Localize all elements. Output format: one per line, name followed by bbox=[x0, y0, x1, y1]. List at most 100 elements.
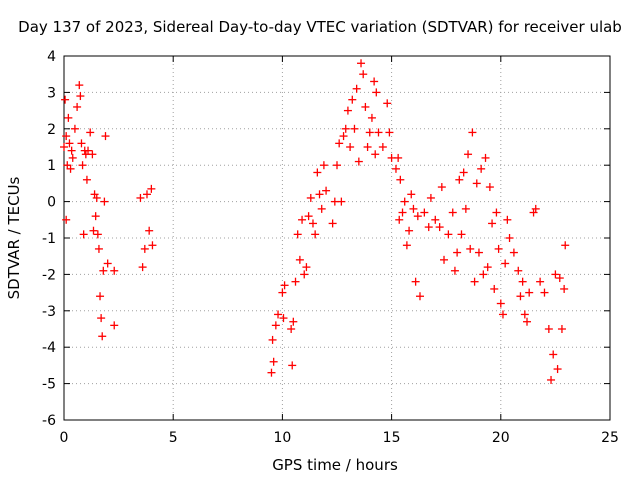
data-point bbox=[76, 92, 85, 101]
data-point bbox=[448, 208, 457, 217]
data-point bbox=[103, 259, 112, 268]
x-tick-label: 25 bbox=[601, 430, 619, 446]
data-point bbox=[289, 317, 298, 326]
data-point bbox=[435, 223, 444, 232]
data-point bbox=[453, 248, 462, 257]
data-point bbox=[88, 150, 97, 159]
y-tick-label: 4 bbox=[47, 49, 56, 65]
data-point bbox=[295, 255, 304, 264]
data-point bbox=[363, 143, 372, 151]
data-point bbox=[514, 266, 523, 275]
data-point bbox=[411, 277, 420, 286]
data-point bbox=[472, 179, 481, 188]
y-axis-label: SDTVAR / TECUs bbox=[5, 176, 23, 300]
x-axis-ticks: 0 5 10 15 20 25 bbox=[60, 56, 619, 446]
data-point bbox=[561, 241, 570, 250]
data-point bbox=[136, 193, 145, 202]
data-point bbox=[79, 230, 88, 239]
data-point bbox=[269, 357, 278, 366]
data-point bbox=[431, 215, 440, 224]
data-point bbox=[359, 70, 368, 79]
data-point bbox=[348, 95, 357, 104]
data-point bbox=[407, 190, 416, 199]
y-tick-label: -3 bbox=[42, 304, 56, 320]
data-point bbox=[490, 284, 499, 293]
data-point bbox=[536, 277, 545, 286]
data-point bbox=[99, 266, 108, 275]
y-tick-label: -6 bbox=[42, 413, 56, 429]
data-point bbox=[65, 139, 74, 148]
y-tick-label: -2 bbox=[42, 267, 56, 283]
data-point bbox=[298, 215, 307, 224]
data-point bbox=[370, 77, 379, 86]
x-tick-label: 20 bbox=[492, 430, 510, 446]
data-point bbox=[288, 361, 297, 370]
data-point bbox=[549, 350, 558, 359]
y-tick-label: -1 bbox=[42, 231, 56, 247]
data-point bbox=[110, 266, 119, 275]
data-point bbox=[278, 288, 287, 297]
data-point bbox=[300, 270, 309, 279]
data-point bbox=[311, 230, 320, 239]
grid-lines bbox=[64, 56, 610, 420]
data-point bbox=[337, 197, 346, 206]
data-point bbox=[498, 310, 507, 319]
data-point bbox=[420, 208, 429, 217]
data-point bbox=[367, 113, 376, 122]
x-tick-label: 15 bbox=[383, 430, 401, 446]
data-point bbox=[361, 102, 370, 111]
data-point bbox=[459, 168, 468, 177]
data-point bbox=[328, 219, 337, 228]
data-point bbox=[409, 204, 418, 213]
data-point bbox=[481, 153, 490, 162]
data-point bbox=[97, 314, 106, 323]
data-point bbox=[455, 175, 464, 184]
data-point bbox=[280, 281, 289, 290]
data-point bbox=[501, 259, 510, 268]
y-tick-label: 0 bbox=[47, 195, 56, 211]
data-point bbox=[551, 270, 560, 279]
data-point bbox=[315, 190, 324, 199]
data-point bbox=[147, 184, 156, 193]
data-point bbox=[560, 284, 569, 293]
data-point bbox=[306, 193, 315, 202]
data-point bbox=[67, 146, 76, 155]
data-point bbox=[62, 132, 71, 141]
data-point bbox=[89, 226, 98, 235]
data-point bbox=[464, 150, 473, 159]
y-axis-ticks: -6 -5 -4 -3 -2 -1 0 1 2 3 4 bbox=[42, 49, 610, 429]
data-point bbox=[516, 292, 525, 301]
x-tick-label: 5 bbox=[169, 430, 178, 446]
data-point bbox=[400, 197, 409, 206]
data-point bbox=[64, 113, 73, 122]
chart-title: Day 137 of 2023, Sidereal Day-to-day VTE… bbox=[18, 18, 622, 36]
data-point bbox=[470, 277, 479, 286]
data-point bbox=[372, 88, 381, 97]
data-point bbox=[350, 124, 359, 133]
data-point bbox=[371, 150, 380, 159]
data-point bbox=[313, 168, 322, 177]
data-point bbox=[396, 175, 405, 184]
data-point bbox=[92, 193, 101, 202]
data-point bbox=[553, 365, 562, 374]
data-point bbox=[75, 81, 84, 90]
data-point bbox=[557, 325, 566, 333]
data-point bbox=[391, 164, 400, 173]
x-axis-label: GPS time / hours bbox=[272, 456, 398, 474]
data-point bbox=[302, 263, 311, 272]
data-point bbox=[319, 161, 328, 170]
data-point bbox=[343, 106, 352, 115]
data-point bbox=[268, 335, 277, 344]
data-point bbox=[84, 146, 93, 155]
data-point bbox=[365, 128, 374, 137]
data-point bbox=[94, 244, 103, 253]
data-point bbox=[413, 212, 422, 221]
data-point bbox=[68, 153, 77, 162]
data-point bbox=[96, 292, 105, 301]
y-tick-label: -5 bbox=[42, 377, 56, 393]
data-point bbox=[531, 204, 540, 213]
data-point bbox=[66, 164, 75, 173]
data-point bbox=[450, 266, 459, 275]
data-point bbox=[477, 164, 486, 173]
